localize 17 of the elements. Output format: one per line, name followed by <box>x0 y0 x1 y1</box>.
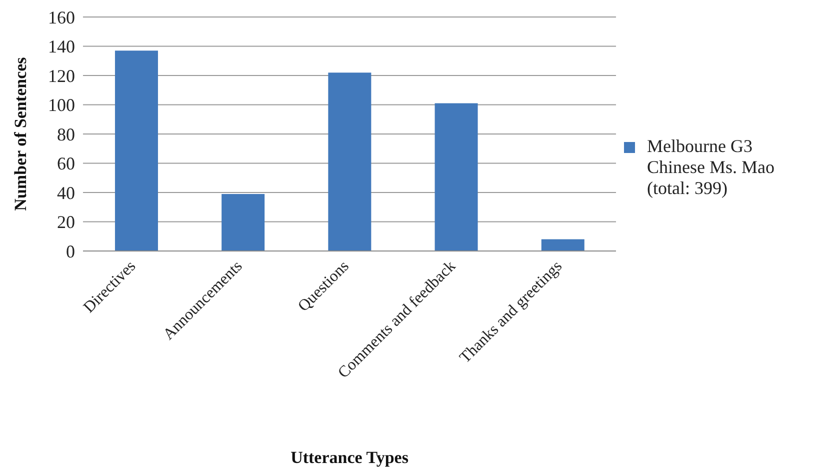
bar <box>328 72 372 251</box>
y-tick-label: 0 <box>66 241 75 262</box>
bar <box>222 194 265 251</box>
x-axis-title: Utterance Types <box>290 448 409 467</box>
y-tick-label: 100 <box>48 95 75 116</box>
y-tick-label: 140 <box>48 36 75 57</box>
y-tick-label: 80 <box>57 124 75 144</box>
y-tick-label: 40 <box>57 182 75 203</box>
legend-label: Melbourne G3 Chinese Ms. Mao (total: 399) <box>647 136 776 199</box>
y-tick-label: 160 <box>48 7 75 28</box>
y-axis-title: Number of Sentences <box>11 56 30 211</box>
bar <box>434 103 478 251</box>
bar <box>541 239 584 251</box>
y-tick-label: 20 <box>57 212 75 232</box>
y-tick-label: 60 <box>57 154 75 174</box>
y-tick-label: 120 <box>48 66 75 86</box>
bar <box>114 50 158 251</box>
